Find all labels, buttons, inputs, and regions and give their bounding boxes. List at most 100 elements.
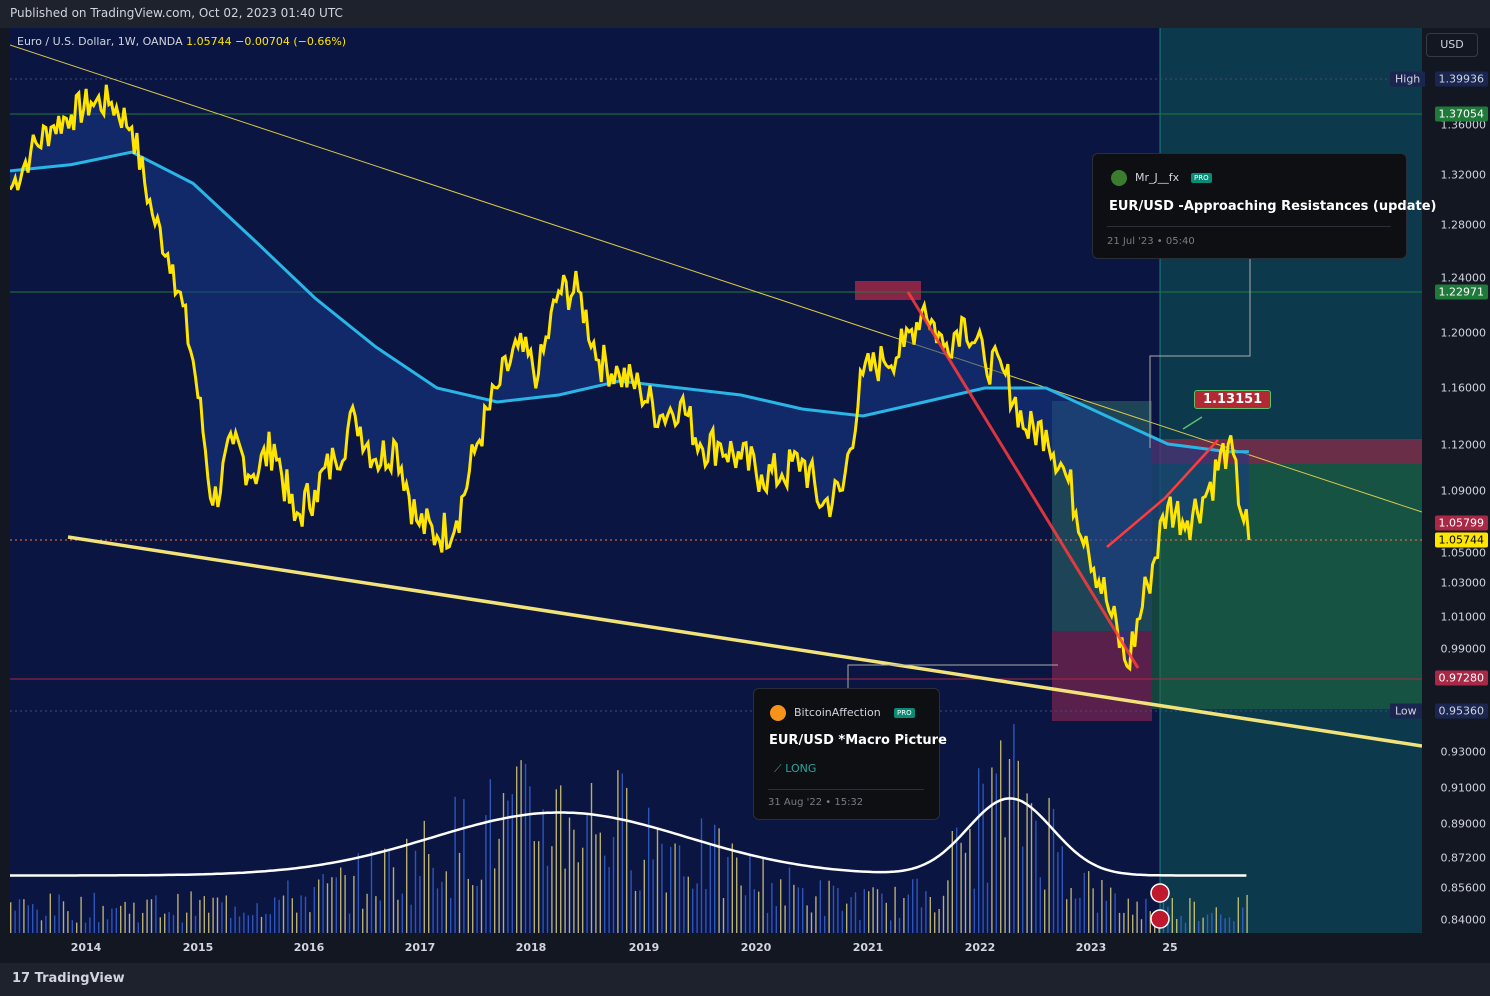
volume-bar: [907, 894, 909, 933]
volume-bar: [168, 912, 170, 933]
volume-bar: [212, 897, 214, 933]
volume-bar: [964, 852, 967, 933]
volume-bar: [269, 914, 271, 933]
currency-button[interactable]: USD: [1426, 33, 1478, 57]
volume-bar: [260, 916, 263, 933]
volume-bar: [1220, 914, 1222, 933]
price-tick: 0.99000: [1440, 642, 1487, 656]
volume-bar: [885, 902, 887, 933]
price-tick: 1.28000: [1440, 218, 1487, 232]
volume-bar: [106, 919, 109, 933]
time-tick: 2014: [70, 941, 102, 954]
volume-bar: [696, 883, 698, 933]
volume-bar: [10, 902, 12, 933]
idea-title[interactable]: EUR/USD *Macro Picture: [769, 733, 947, 748]
volume-bar: [146, 899, 148, 933]
volume-bar: [942, 895, 945, 933]
price-tick: 1.01000: [1440, 610, 1487, 624]
volume-bar: [291, 898, 293, 933]
price-line: [10, 84, 1251, 672]
volume-bar: [560, 785, 562, 933]
volume-bar: [564, 868, 566, 933]
symbol-change: −0.00704 (−0.66%): [235, 35, 347, 48]
volume-bar: [1127, 898, 1129, 933]
price-tick: 0.93000: [1440, 745, 1487, 759]
volume-bar: [705, 889, 707, 933]
volume-bar: [1061, 846, 1063, 933]
volume-bar: [894, 886, 896, 933]
volume-bar: [947, 880, 949, 933]
volume-bar: [621, 773, 623, 933]
volume-bar: [1070, 888, 1072, 933]
volume-bar: [49, 893, 51, 933]
trend-up-icon: ⟋: [774, 762, 786, 775]
idea-date: 21 Jul '23 • 05:40: [1107, 236, 1195, 247]
volume-bar: [1184, 922, 1187, 933]
volume-bar: [221, 902, 223, 933]
volume-bar: [934, 912, 936, 933]
time-axis[interactable]: [10, 933, 1422, 963]
volume-bar: [1224, 918, 1226, 933]
volume-bar: [722, 898, 725, 933]
idea-connector-1: [1149, 256, 1251, 448]
symbol-price: 1.05744: [186, 35, 232, 48]
idea-card-approaching-resistances[interactable]: Mr_J__fx PRO EUR/USD -Approaching Resist…: [1092, 153, 1436, 259]
idea-author[interactable]: Mr_J__fx: [1135, 171, 1180, 184]
us-flag-icon: [1150, 909, 1170, 929]
volume-bar: [326, 883, 329, 933]
volume-bar: [1039, 877, 1041, 933]
volume-bar: [643, 859, 645, 933]
idea-card-macro-picture[interactable]: BitcoinAffection PRO EUR/USD *Macro Pict…: [753, 688, 947, 820]
volume-bar: [920, 907, 923, 933]
volume-bar: [89, 917, 91, 933]
volume-bar: [529, 786, 531, 933]
volume-bar: [98, 922, 100, 933]
volume-bar: [406, 838, 408, 933]
support-trendline: [67, 535, 1422, 748]
volume-bar: [903, 898, 905, 933]
publish-bar: Published on TradingView.com, Oct 02, 20…: [0, 0, 1490, 28]
volume-bar: [124, 901, 126, 933]
volume-bar: [1228, 917, 1231, 933]
price-tick: 1.36000: [1440, 118, 1487, 132]
volume-bar: [973, 888, 975, 933]
volume-bar: [1149, 911, 1151, 933]
volume-bar: [872, 887, 874, 933]
price-axis[interactable]: [1422, 28, 1490, 933]
pro-badge: PRO: [1191, 173, 1212, 183]
volume-bar: [832, 885, 835, 933]
volume-bar: [1145, 898, 1147, 933]
time-tick: 2020: [740, 941, 772, 954]
volume-bar: [978, 768, 980, 933]
volume-bar: [419, 876, 421, 933]
volume-bar: [379, 900, 381, 933]
level-137054-value: 1.37054: [1434, 106, 1488, 122]
idea-author[interactable]: BitcoinAffection: [794, 706, 881, 719]
volume-bar: [533, 841, 535, 933]
volume-bar: [780, 879, 782, 933]
volume-bar: [23, 899, 25, 933]
volume-bar: [1096, 912, 1099, 933]
idea-title[interactable]: EUR/USD -Approaching Resistances (update…: [1109, 199, 1437, 214]
volume-bar: [995, 773, 997, 933]
volume-bar: [982, 783, 984, 933]
volume-bar: [1030, 803, 1033, 933]
volume-bar: [450, 897, 452, 933]
volume-bars: [10, 724, 1248, 933]
volume-bar: [744, 895, 747, 933]
volume-bar: [1198, 921, 1200, 933]
volume-bar: [599, 832, 601, 933]
volume-bar: [714, 824, 716, 933]
volume-bar: [868, 891, 870, 933]
tradingview-logo[interactable]: 𝟭𝟳 TradingView: [12, 971, 125, 986]
volume-bar: [898, 917, 901, 933]
volume-bar: [788, 867, 791, 933]
long-direction: ⟋ LONG: [774, 762, 816, 776]
volume-bar: [507, 800, 509, 933]
volume-bar: [296, 912, 298, 933]
volume-bar: [810, 912, 813, 933]
volume-bar: [230, 917, 232, 933]
volume-bar: [793, 884, 795, 933]
volume-bar: [687, 876, 689, 933]
volume-bar: [1013, 724, 1015, 933]
